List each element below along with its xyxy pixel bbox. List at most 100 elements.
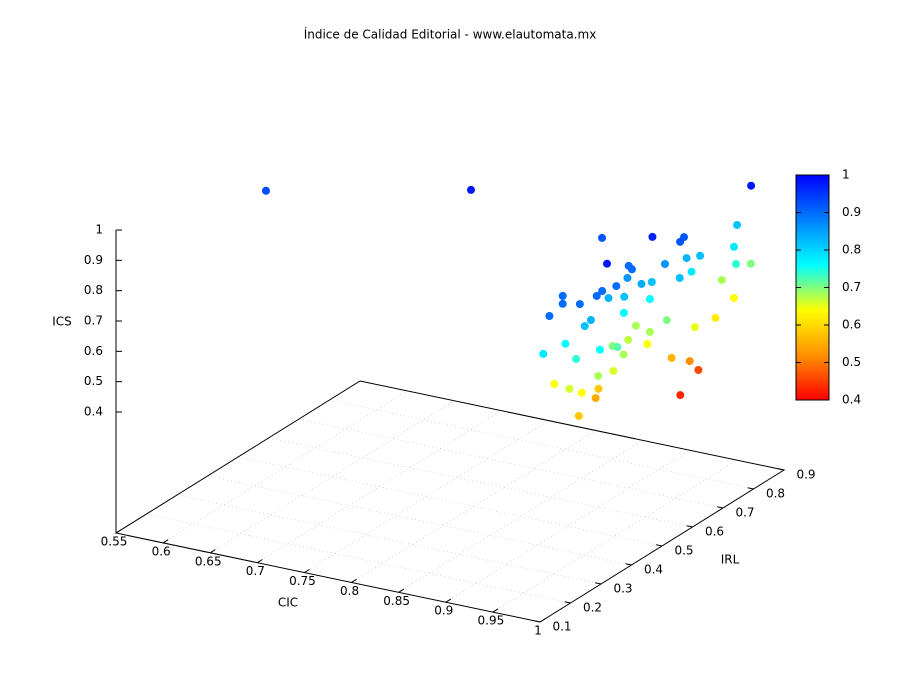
point [558, 299, 567, 308]
point [675, 273, 684, 282]
point [732, 259, 741, 268]
point [594, 384, 603, 393]
point [645, 327, 654, 336]
point [620, 292, 629, 301]
y-tick [686, 525, 693, 528]
x-tick-label: 0.95 [478, 614, 505, 628]
x-axis-label: CIC [278, 596, 298, 610]
y-tick [656, 544, 663, 547]
z-tick-label: 0.6 [84, 344, 103, 358]
y-tick [747, 487, 754, 490]
point [717, 275, 726, 284]
point [619, 308, 628, 317]
point [711, 313, 720, 322]
y-tick [564, 601, 571, 604]
point [594, 371, 603, 380]
y-tick-label: 0.8 [766, 487, 785, 501]
point [660, 259, 669, 268]
colorbar-tick-label: 0.7 [842, 280, 861, 294]
point [550, 379, 559, 388]
x-tick-label: 0.55 [101, 535, 128, 549]
x-tick [257, 559, 263, 564]
point [627, 265, 636, 274]
x-tick [492, 608, 499, 613]
z-tick-label: 0.7 [84, 314, 103, 328]
point [690, 323, 699, 332]
x-tick-label: 0.6 [152, 544, 171, 558]
x-tick [304, 568, 310, 573]
z-axis-label: ICS [52, 315, 72, 329]
point [565, 384, 574, 393]
point [637, 279, 646, 288]
point [676, 237, 685, 246]
x-tick-label: 1 [534, 624, 542, 638]
grid-line [298, 418, 724, 509]
z-tick-label: 0.5 [84, 374, 103, 388]
chart-title: Índice de Calidad Editorial - www.elauto… [304, 27, 597, 42]
point [643, 340, 652, 349]
point [667, 353, 676, 362]
point [603, 259, 612, 268]
point [662, 316, 671, 325]
y-tick [717, 506, 724, 509]
x-tick [351, 578, 357, 583]
point [645, 295, 654, 304]
point [591, 394, 600, 403]
point [623, 273, 632, 282]
point [612, 282, 621, 291]
point [261, 186, 270, 195]
grid-line [329, 399, 754, 490]
y-tick-label: 0.3 [613, 582, 632, 596]
point [746, 259, 755, 268]
x-tick [398, 588, 405, 593]
point [676, 391, 685, 400]
point [586, 316, 595, 325]
y-tick-label: 0.2 [583, 601, 602, 615]
z-tick-label: 0.9 [84, 253, 103, 267]
point [687, 267, 696, 276]
z-tick-label: 0.8 [84, 283, 103, 297]
point [609, 366, 618, 375]
point [466, 185, 475, 194]
colorbar-tick-label: 0.6 [842, 318, 861, 332]
point [619, 350, 628, 359]
point [574, 411, 583, 420]
x-tick-label: 0.75 [289, 574, 316, 588]
y-tick-label: 0.9 [796, 468, 815, 482]
grid-line [207, 475, 632, 566]
grid-line [237, 456, 663, 547]
z-tick-label: 0.4 [84, 405, 103, 419]
x-tick-label: 0.9 [434, 604, 453, 618]
y-tick [625, 563, 632, 566]
point [648, 232, 657, 241]
point [733, 220, 742, 229]
point [598, 233, 607, 242]
point [558, 291, 567, 300]
point [572, 354, 581, 363]
grid-line [146, 513, 571, 604]
x-tick [162, 539, 169, 544]
point [613, 343, 622, 352]
point [682, 254, 691, 263]
point [595, 345, 604, 354]
point [561, 339, 570, 348]
point [577, 388, 586, 397]
grid-line [176, 494, 602, 585]
x-tick-label: 0.8 [340, 584, 359, 598]
y-tick-label: 0.4 [644, 563, 663, 577]
y-tick-label: 0.6 [705, 525, 724, 539]
point [685, 357, 694, 366]
x-tick [209, 549, 216, 554]
point [575, 300, 584, 309]
point [631, 321, 640, 330]
point [696, 251, 705, 260]
point [539, 349, 548, 358]
grid-line [268, 437, 693, 528]
point [598, 286, 607, 295]
point [647, 277, 656, 286]
x-tick-label: 0.85 [383, 594, 410, 608]
y-axis-label: IRL [721, 553, 740, 567]
y-tick [595, 582, 602, 585]
point [729, 242, 738, 251]
